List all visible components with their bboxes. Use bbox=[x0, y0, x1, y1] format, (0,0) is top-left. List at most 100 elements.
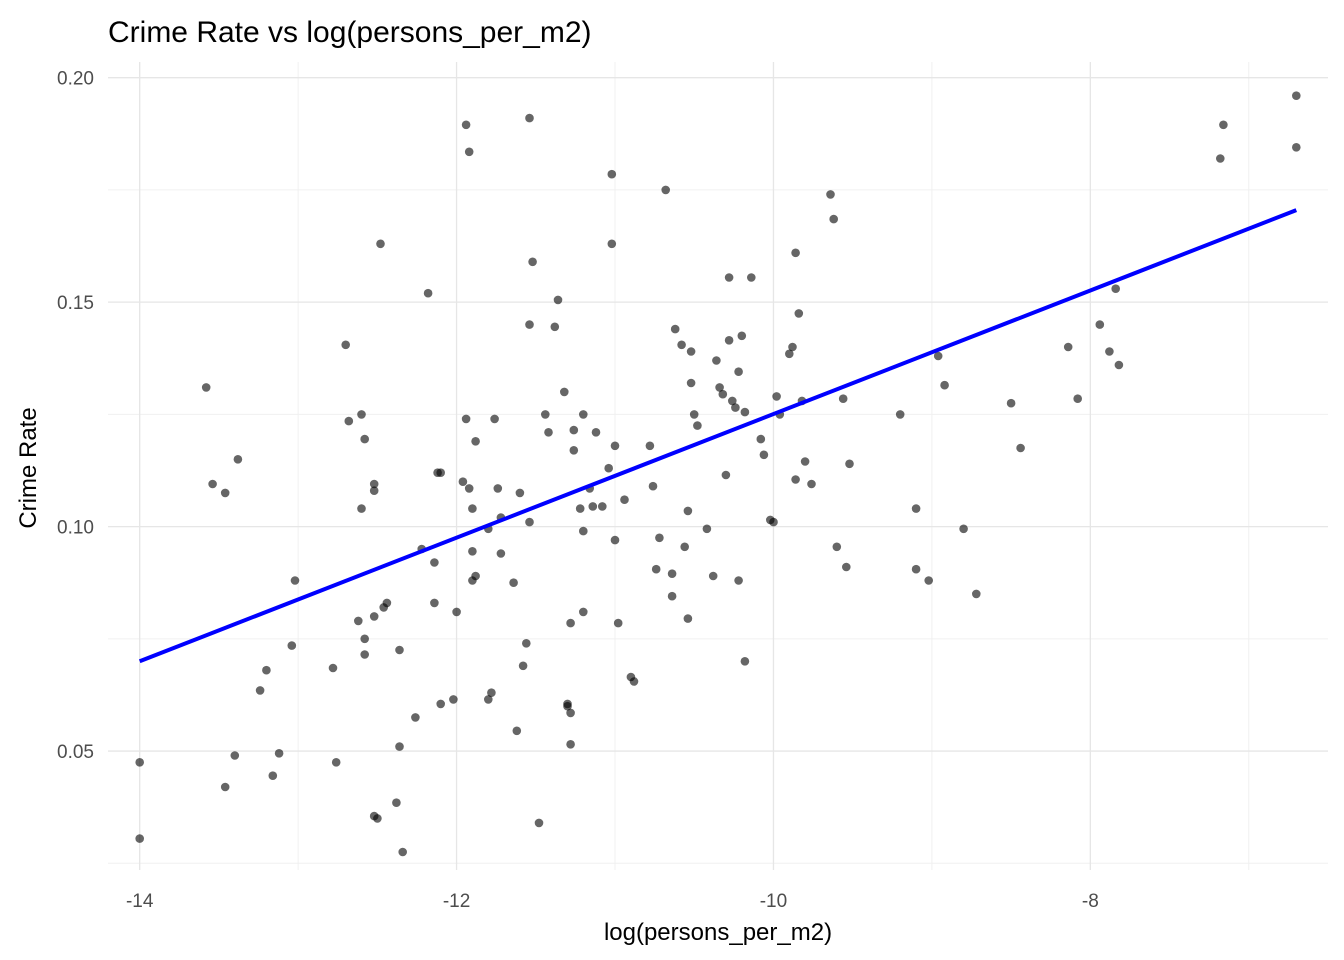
data-point bbox=[708, 571, 718, 581]
data-point bbox=[794, 309, 804, 318]
data-point bbox=[220, 782, 230, 792]
data-point bbox=[610, 441, 620, 451]
data-point bbox=[525, 113, 534, 123]
data-point bbox=[468, 504, 477, 513]
data-point bbox=[613, 618, 623, 628]
data-point bbox=[1216, 154, 1225, 163]
data-point bbox=[667, 569, 677, 578]
data-point bbox=[392, 798, 401, 807]
data-point bbox=[829, 214, 838, 224]
data-point bbox=[436, 468, 446, 478]
x-axis-label: log(persons_per_m2) bbox=[604, 919, 832, 946]
data-point bbox=[341, 340, 351, 350]
data-point bbox=[1292, 91, 1301, 100]
data-point bbox=[449, 695, 458, 704]
data-point bbox=[620, 495, 629, 505]
data-point bbox=[515, 488, 525, 498]
y-tick-label: 0.15 bbox=[57, 293, 94, 314]
data-point bbox=[331, 758, 341, 767]
data-point bbox=[610, 535, 620, 545]
data-point bbox=[645, 441, 655, 451]
data-point bbox=[895, 410, 905, 419]
data-point bbox=[686, 347, 696, 356]
data-point bbox=[233, 455, 243, 464]
data-point bbox=[721, 470, 731, 480]
data-point bbox=[1114, 360, 1124, 370]
data-point bbox=[487, 688, 496, 697]
data-point bbox=[579, 526, 588, 536]
data-point bbox=[791, 248, 800, 258]
y-tick-label: 0.20 bbox=[57, 69, 94, 90]
data-point bbox=[1016, 443, 1025, 453]
data-point bbox=[1292, 143, 1301, 152]
data-point bbox=[230, 751, 240, 760]
data-point bbox=[629, 677, 639, 686]
data-point bbox=[496, 549, 506, 558]
data-point bbox=[972, 589, 981, 599]
data-point bbox=[398, 847, 408, 857]
data-point bbox=[724, 336, 734, 345]
data-point bbox=[518, 661, 528, 671]
data-point bbox=[607, 239, 617, 249]
data-point bbox=[373, 814, 382, 823]
data-point bbox=[328, 663, 338, 673]
data-point bbox=[591, 428, 601, 437]
data-point bbox=[940, 380, 949, 390]
data-point bbox=[677, 340, 686, 350]
data-point bbox=[911, 504, 921, 513]
data-point bbox=[1063, 342, 1073, 352]
data-point bbox=[842, 562, 851, 572]
data-point bbox=[1111, 284, 1120, 294]
data-point bbox=[550, 322, 560, 332]
data-point bbox=[563, 699, 572, 709]
data-point bbox=[395, 645, 404, 655]
data-point bbox=[575, 504, 585, 513]
data-point bbox=[566, 618, 575, 628]
data-point bbox=[528, 257, 537, 267]
data-point bbox=[274, 749, 284, 758]
data-point bbox=[509, 578, 518, 587]
data-point bbox=[360, 434, 370, 444]
data-point bbox=[734, 576, 743, 585]
data-point bbox=[357, 410, 366, 419]
data-point bbox=[201, 383, 211, 392]
data-point bbox=[911, 564, 921, 574]
data-point bbox=[579, 410, 588, 419]
data-point bbox=[490, 414, 499, 424]
data-point bbox=[220, 488, 230, 498]
data-point bbox=[369, 486, 379, 496]
data-point bbox=[344, 416, 354, 426]
data-point bbox=[357, 504, 366, 513]
data-point bbox=[541, 410, 550, 419]
data-point bbox=[290, 576, 300, 585]
data-point bbox=[683, 614, 693, 623]
data-point bbox=[411, 713, 420, 722]
data-point bbox=[569, 425, 579, 435]
data-point bbox=[667, 591, 677, 601]
data-point bbox=[354, 616, 363, 626]
data-point bbox=[268, 771, 278, 780]
data-point bbox=[525, 517, 534, 527]
data-point bbox=[135, 758, 144, 767]
data-point bbox=[208, 479, 217, 489]
data-point bbox=[544, 428, 553, 437]
data-point bbox=[648, 481, 658, 491]
data-point bbox=[661, 185, 670, 195]
data-point bbox=[604, 463, 613, 473]
major-gridlines bbox=[108, 62, 1328, 870]
data-point bbox=[461, 414, 471, 424]
data-point bbox=[588, 502, 598, 511]
data-point bbox=[1219, 120, 1228, 130]
data-point bbox=[525, 320, 534, 329]
data-point bbox=[655, 533, 664, 543]
data-point bbox=[737, 331, 747, 341]
data-point bbox=[382, 598, 392, 608]
data-point bbox=[436, 699, 446, 709]
data-point bbox=[566, 708, 575, 718]
data-point bbox=[845, 459, 854, 469]
data-point bbox=[924, 576, 933, 585]
data-point bbox=[369, 612, 379, 621]
data-point bbox=[734, 367, 743, 377]
data-point bbox=[1105, 347, 1114, 356]
